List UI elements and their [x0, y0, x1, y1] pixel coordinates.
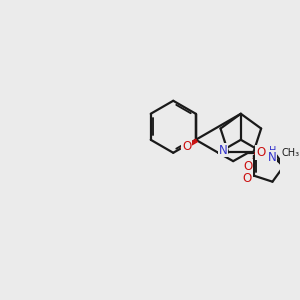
Text: O: O: [256, 146, 266, 159]
Text: N: N: [268, 151, 277, 164]
Text: O: O: [182, 140, 191, 153]
Text: O: O: [243, 172, 252, 185]
Text: H: H: [269, 146, 277, 156]
Text: CH₃: CH₃: [281, 148, 300, 158]
Text: N: N: [219, 143, 227, 157]
Text: O: O: [243, 160, 252, 173]
